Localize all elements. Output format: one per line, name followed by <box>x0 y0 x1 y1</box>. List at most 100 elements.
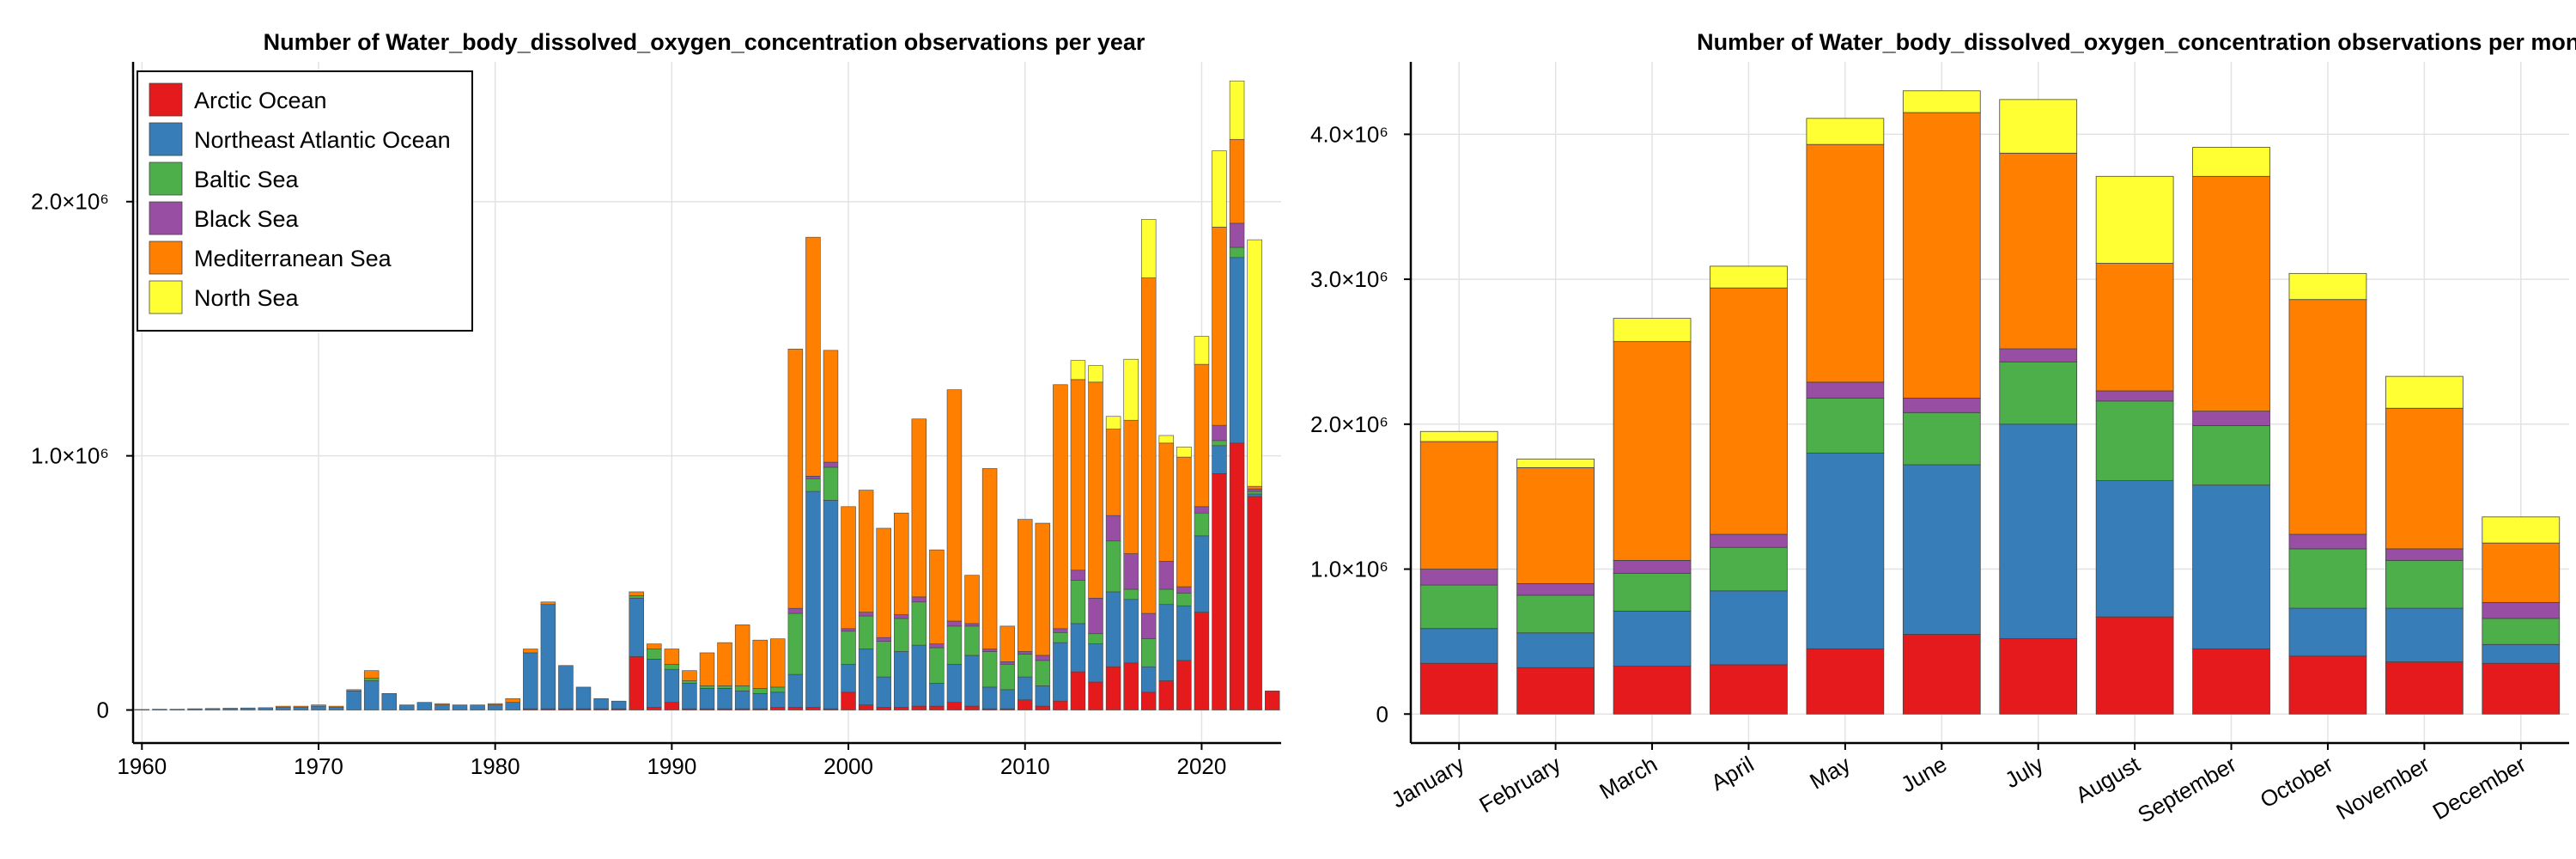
bar-1982-northeast-atlantic-ocean <box>523 652 538 710</box>
legend-swatch-arctic-ocean <box>149 82 183 117</box>
bar-1990-arctic-ocean <box>664 702 680 710</box>
x-tick-label: 2000 <box>823 753 873 779</box>
legend-swatch-black-sea <box>149 201 183 235</box>
bar-2014-mediterranean-sea <box>1088 381 1103 599</box>
bar-june-mediterranean-sea <box>1902 112 1981 399</box>
bar-february-mediterranean-sea <box>1516 467 1595 584</box>
bar-2019-black-sea <box>1176 586 1192 594</box>
x-tick-label: 1970 <box>294 753 343 779</box>
bar-2002-baltic-sea <box>876 641 891 678</box>
bar-2020-arctic-ocean <box>1194 612 1210 710</box>
bar-2007-mediterranean-sea <box>964 575 980 624</box>
bar-1999-black-sea <box>823 461 839 468</box>
bar-2011-arctic-ocean <box>1035 705 1051 710</box>
bar-june-north-sea <box>1902 90 1981 113</box>
bar-1996-mediterranean-sea <box>770 638 786 688</box>
bar-2018-black-sea <box>1158 561 1175 590</box>
bar-1978-northeast-atlantic-ocean <box>452 704 468 710</box>
bar-2019-arctic-ocean <box>1176 660 1192 710</box>
bar-april-baltic-sea <box>1710 546 1788 592</box>
bar-2001-mediterranean-sea <box>858 490 874 612</box>
bar-2011-baltic-sea <box>1035 660 1051 686</box>
bar-2017-mediterranean-sea <box>1140 277 1157 614</box>
bar-2003-northeast-atlantic-ocean <box>894 651 909 708</box>
bar-january-black-sea <box>1419 569 1498 586</box>
legend-label-mediterranean-sea: Mediterranean Sea <box>194 246 392 271</box>
bar-february-north-sea <box>1516 458 1595 468</box>
bar-2010-black-sea <box>1018 651 1033 655</box>
bar-december-black-sea <box>2482 601 2561 619</box>
bar-2013-baltic-sea <box>1070 580 1086 624</box>
bar-2006-black-sea <box>946 620 963 627</box>
bar-2023-mediterranean-sea <box>1247 485 1262 490</box>
bar-2019-north-sea <box>1176 446 1192 458</box>
bar-november-black-sea <box>2385 548 2464 561</box>
bar-1999-northeast-atlantic-ocean <box>823 500 839 710</box>
bar-1998-arctic-ocean <box>805 707 821 710</box>
bar-1994-baltic-sea <box>734 685 750 691</box>
bar-1972-mediterranean-sea <box>346 689 361 691</box>
bar-2013-north-sea <box>1070 360 1086 381</box>
bar-1990-northeast-atlantic-ocean <box>664 668 680 703</box>
bar-january-mediterranean-sea <box>1419 441 1498 570</box>
bar-1966-northeast-atlantic-ocean <box>240 707 256 710</box>
bar-2001-northeast-atlantic-ocean <box>858 649 874 705</box>
bar-2018-arctic-ocean <box>1158 680 1175 710</box>
bar-1998-baltic-sea <box>805 478 821 492</box>
bar-2016-arctic-ocean <box>1123 662 1139 710</box>
bar-september-black-sea <box>2192 411 2270 426</box>
bar-2003-black-sea <box>894 614 909 619</box>
bar-2015-baltic-sea <box>1105 540 1121 593</box>
bar-1988-baltic-sea <box>629 595 644 599</box>
bar-2009-northeast-atlantic-ocean <box>999 689 1015 710</box>
bar-2008-mediterranean-sea <box>981 468 998 649</box>
bar-2009-baltic-sea <box>999 663 1015 691</box>
bar-1986-northeast-atlantic-ocean <box>593 698 609 710</box>
bar-november-baltic-sea <box>2385 560 2464 609</box>
x-tick-label-january: January <box>1387 751 1468 813</box>
bar-august-mediterranean-sea <box>2095 263 2174 392</box>
bar-1992-mediterranean-sea <box>699 652 715 686</box>
x-tick-label: 1980 <box>471 753 520 779</box>
bar-2012-northeast-atlantic-ocean <box>1053 642 1068 702</box>
bar-1989-mediterranean-sea <box>647 643 662 649</box>
bar-2006-baltic-sea <box>946 625 963 665</box>
bar-march-north-sea <box>1613 318 1692 343</box>
bar-march-black-sea <box>1613 560 1692 574</box>
bar-november-northeast-atlantic-ocean <box>2385 607 2464 662</box>
bar-2017-arctic-ocean <box>1140 691 1157 710</box>
x-tick-label-march: March <box>1595 751 1662 804</box>
bar-february-northeast-atlantic-ocean <box>1516 632 1595 668</box>
bar-2018-north-sea <box>1158 435 1175 444</box>
monthly-bars <box>1419 90 2561 715</box>
x-tick-label-april: April <box>1706 751 1758 795</box>
bar-2022-black-sea <box>1229 222 1245 248</box>
bar-december-mediterranean-sea <box>2482 542 2561 603</box>
bar-2004-northeast-atlantic-ocean <box>911 644 927 707</box>
bar-2022-baltic-sea <box>1229 247 1245 259</box>
bar-june-baltic-sea <box>1902 411 1981 466</box>
legend-swatch-northeast-atlantic-ocean <box>149 122 183 156</box>
x-tick-label: 1960 <box>117 753 167 779</box>
bar-november-north-sea <box>2385 375 2464 409</box>
bar-2017-baltic-sea <box>1140 638 1157 667</box>
legend-label-north-sea: North Sea <box>194 285 300 311</box>
bar-2003-mediterranean-sea <box>894 512 909 615</box>
bar-2016-baltic-sea <box>1123 588 1139 600</box>
bar-1989-northeast-atlantic-ocean <box>647 659 662 708</box>
bar-1999-mediterranean-sea <box>823 350 839 463</box>
bar-1995-baltic-sea <box>752 688 768 694</box>
bar-2021-north-sea <box>1212 150 1227 228</box>
bar-1969-northeast-atlantic-ocean <box>293 707 309 710</box>
legend-swatch-mediterranean-sea <box>149 241 183 275</box>
bar-1998-black-sea <box>805 476 821 479</box>
bar-1993-northeast-atlantic-ocean <box>717 688 732 710</box>
bar-2008-northeast-atlantic-ocean <box>981 686 998 710</box>
bar-2005-mediterranean-sea <box>929 549 945 644</box>
bar-2021-northeast-atlantic-ocean <box>1212 445 1227 474</box>
bar-1980-northeast-atlantic-ocean <box>487 704 503 710</box>
bar-december-northeast-atlantic-ocean <box>2482 643 2561 664</box>
bar-2010-baltic-sea <box>1018 654 1033 678</box>
bar-february-arctic-ocean <box>1516 667 1595 715</box>
bar-december-north-sea <box>2482 516 2561 544</box>
